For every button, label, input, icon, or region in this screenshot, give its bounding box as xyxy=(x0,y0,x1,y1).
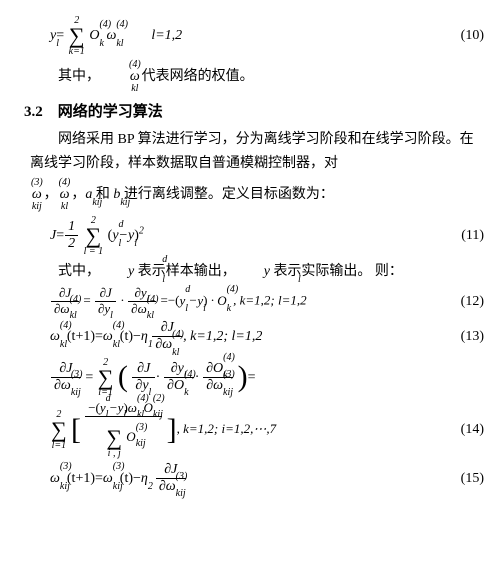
eq14-math-line1: ∂J∂ω(3)kij = 2∑l=1 ( ∂J∂yl · ∂yl ∂O(4)k … xyxy=(30,357,428,399)
eq15-math: ω(3)kij (t+1)=ω(3)kij (t)−η2 ∂J∂ω(3)kij xyxy=(30,462,428,495)
paragraph-3: 式中，ydl 表示样本输出，yl 表示实际输出。 则： xyxy=(30,260,484,284)
equation-15: ω(3)kij (t+1)=ω(3)kij (t)−η2 ∂J∂ω(3)kij … xyxy=(30,462,484,495)
eq10-number: (10) xyxy=(428,24,484,48)
paragraph-1: 其中，(4)ωkl代表网络的权值。 xyxy=(30,60,484,94)
eq14-math-line2: 2∑l=1 [ −(ydl −yl)ω(4)kl O(2)kij ∑i , j … xyxy=(30,401,428,459)
equation-12: ∂J∂ω(4)kl = ∂J∂yl · ∂yl ∂ω(4)kl =−(ydl −… xyxy=(30,286,484,317)
equation-13: ω(4)kl (t+1)=ω(4)kl (t)−η1 ∂J∂ω(4)kl , k… xyxy=(30,320,484,353)
eq12-math: ∂J∂ω(4)kl = ∂J∂yl · ∂yl ∂ω(4)kl =−(ydl −… xyxy=(30,286,428,317)
eq11-math: J=12 2∑l = 1 (ydl−yl)2 xyxy=(30,215,428,257)
paragraph-2: 网络采用 BP 算法进行学习，分为离线学习阶段和在线学习阶段。在离线学习阶段，样… xyxy=(30,128,484,176)
eq11-number: (11) xyxy=(428,224,484,248)
eq15-number: (15) xyxy=(428,467,484,491)
eq10-math: yl= 2∑k=1 O(4)k ω(4)kl l=1,2 xyxy=(30,15,428,57)
equation-11: J=12 2∑l = 1 (ydl−yl)2 (11) xyxy=(30,215,484,257)
eq12-number: (12) xyxy=(428,290,484,314)
section-heading-3-2: 3.2 网络的学习算法 xyxy=(24,100,484,126)
eq13-math: ω(4)kl (t+1)=ω(4)kl (t)−η1 ∂J∂ω(4)kl , k… xyxy=(30,320,428,353)
paragraph-2-syms: (3)ωkij，(4)ωkl，akij 和 bkij 进行离线调整。定义目标函数… xyxy=(30,178,484,212)
eq14-number: (14) xyxy=(428,418,484,442)
equation-14-line1: ∂J∂ω(3)kij = 2∑l=1 ( ∂J∂yl · ∂yl ∂O(4)k … xyxy=(30,357,484,399)
equation-10: yl= 2∑k=1 O(4)k ω(4)kl l=1,2 (10) xyxy=(30,15,484,57)
equation-14-line2: 2∑l=1 [ −(ydl −yl)ω(4)kl O(2)kij ∑i , j … xyxy=(30,401,484,459)
eq13-number: (13) xyxy=(428,325,484,349)
